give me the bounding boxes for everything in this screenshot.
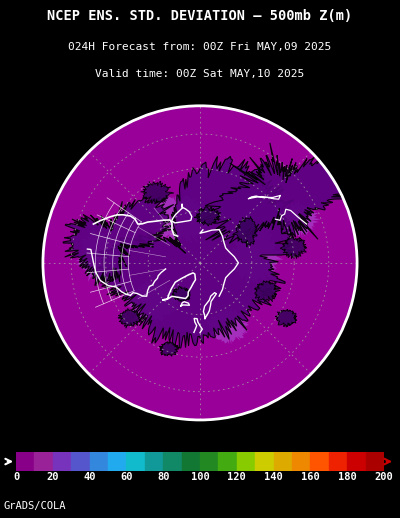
Polygon shape: [194, 207, 221, 226]
Circle shape: [43, 106, 357, 420]
Polygon shape: [254, 281, 280, 302]
Polygon shape: [63, 197, 176, 286]
Polygon shape: [95, 156, 294, 348]
Polygon shape: [275, 309, 297, 327]
Polygon shape: [118, 309, 141, 328]
Bar: [108, 452, 126, 471]
Polygon shape: [123, 280, 181, 327]
Bar: [16, 452, 34, 471]
Bar: [310, 452, 329, 471]
Polygon shape: [233, 217, 257, 247]
Bar: [292, 452, 310, 471]
Text: 80: 80: [157, 472, 170, 482]
Bar: [145, 452, 163, 471]
Text: 0: 0: [13, 472, 19, 482]
Text: 100: 100: [191, 472, 209, 482]
Bar: [163, 452, 182, 471]
Polygon shape: [75, 227, 121, 282]
Polygon shape: [141, 181, 174, 204]
Bar: [366, 452, 384, 471]
Bar: [274, 452, 292, 471]
Text: 180: 180: [338, 472, 356, 482]
Polygon shape: [280, 237, 307, 258]
Text: 60: 60: [120, 472, 133, 482]
Text: NCEP ENS. STD. DEVIATION – 500mb Z(m): NCEP ENS. STD. DEVIATION – 500mb Z(m): [47, 9, 353, 23]
Polygon shape: [160, 341, 179, 356]
Bar: [71, 452, 90, 471]
Polygon shape: [172, 286, 190, 302]
Text: 40: 40: [83, 472, 96, 482]
Text: 140: 140: [264, 472, 283, 482]
Bar: [237, 452, 255, 471]
Bar: [90, 452, 108, 471]
Bar: [53, 452, 71, 471]
Bar: [218, 452, 237, 471]
Text: 160: 160: [301, 472, 320, 482]
Bar: [255, 452, 274, 471]
Bar: [200, 452, 218, 471]
Text: 024H Forecast from: 00Z Fri MAY,09 2025: 024H Forecast from: 00Z Fri MAY,09 2025: [68, 42, 332, 52]
Bar: [347, 452, 366, 471]
Text: GrADS/COLA: GrADS/COLA: [4, 501, 66, 511]
Text: Valid time: 00Z Sat MAY,10 2025: Valid time: 00Z Sat MAY,10 2025: [95, 69, 305, 79]
Bar: [34, 452, 53, 471]
Polygon shape: [197, 143, 363, 243]
Polygon shape: [203, 307, 249, 344]
Text: 120: 120: [228, 472, 246, 482]
Text: 20: 20: [46, 472, 59, 482]
Polygon shape: [276, 199, 321, 238]
Polygon shape: [227, 221, 283, 287]
Bar: [126, 452, 145, 471]
Bar: [329, 452, 347, 471]
Bar: [182, 452, 200, 471]
Text: 200: 200: [375, 472, 393, 482]
Polygon shape: [147, 194, 215, 243]
